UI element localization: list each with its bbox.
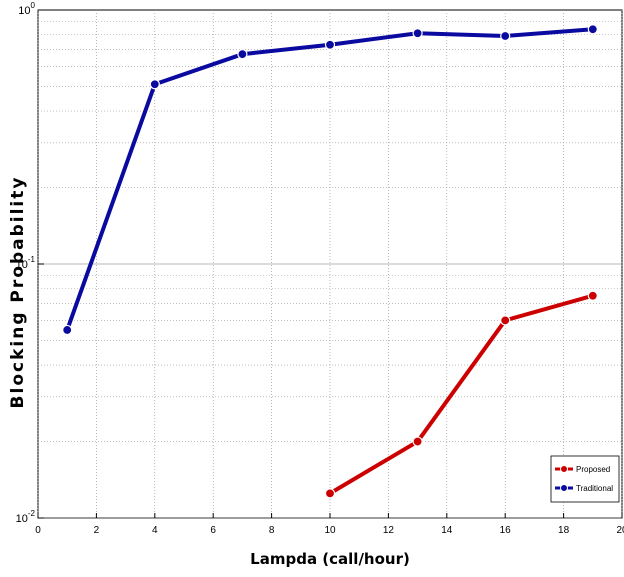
- legend-label-traditional: Traditional: [576, 484, 613, 493]
- x-tick-label: 20: [616, 525, 624, 536]
- data-point-traditional: [149, 79, 160, 90]
- x-tick-label: 12: [383, 525, 395, 536]
- x-tick-label: 2: [94, 525, 100, 536]
- x-axis-ticks: 0 2 4 6 8 10 12 14 16 18 20: [35, 513, 624, 536]
- data-point-proposed: [587, 290, 598, 301]
- x-tick-label: 14: [441, 525, 453, 536]
- legend-box: [550, 455, 620, 503]
- x-tick-label: 8: [269, 525, 275, 536]
- legend-marker-traditional: [560, 484, 568, 492]
- y-tick-label: 10-2: [16, 509, 36, 525]
- data-point-proposed: [412, 436, 423, 447]
- x-tick-label: 4: [152, 525, 158, 536]
- data-point-traditional: [237, 49, 248, 60]
- y-axis-ticks: 10-2 10-1 100: [16, 1, 44, 525]
- x-tick-label: 18: [558, 525, 570, 536]
- data-point-traditional: [324, 39, 336, 50]
- data-point-traditional: [587, 24, 598, 35]
- y-tick-label: 100: [18, 1, 35, 17]
- legend-marker-proposed: [560, 465, 568, 473]
- x-tick-label: 0: [35, 525, 41, 536]
- legend: Proposed Traditional: [550, 455, 620, 503]
- data-point-traditional: [500, 30, 511, 42]
- data-point-proposed: [324, 488, 336, 499]
- y-tick-label: 10-1: [16, 255, 36, 271]
- x-tick-label: 16: [500, 525, 512, 536]
- series-layer: [62, 24, 598, 499]
- data-point-traditional: [412, 28, 423, 39]
- y-axis-label: Blocking Probability: [8, 175, 28, 409]
- data-point-traditional: [62, 324, 73, 336]
- grid-lines: [37, 10, 623, 519]
- x-axis-label: Lampda (call/hour): [250, 550, 410, 568]
- x-tick-label: 10: [324, 525, 336, 536]
- data-point-proposed: [500, 315, 511, 326]
- series-line-proposed: [328, 293, 594, 496]
- legend-label-proposed: Proposed: [576, 465, 610, 474]
- x-tick-label: 6: [210, 525, 216, 536]
